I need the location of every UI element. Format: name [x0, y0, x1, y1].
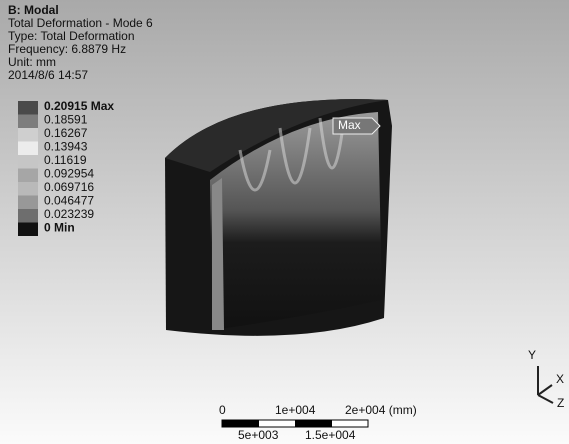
legend-swatch [18, 169, 38, 183]
legend-swatch [18, 142, 38, 156]
triad-label: Z [557, 396, 564, 410]
legend-label: 0.13943 [44, 140, 88, 154]
triad-label: X [556, 372, 564, 386]
header-line: 2014/8/6 14:57 [8, 68, 88, 82]
probe-label: Max [338, 118, 361, 132]
legend-label: 0.16267 [44, 126, 88, 140]
header-line: Type: Total Deformation [8, 29, 135, 43]
legend-label: 0.092954 [44, 167, 94, 181]
legend-label: 0.069716 [44, 180, 94, 194]
scale-label: 2e+004 (mm) [345, 403, 417, 417]
legend-swatch [18, 155, 38, 169]
legend-label: 0.18591 [44, 113, 88, 127]
legend-swatch [18, 223, 38, 237]
probe: Max [333, 118, 380, 134]
scale-label: 0 [219, 403, 226, 417]
cut-edge [212, 178, 224, 330]
legend-swatch [18, 209, 38, 223]
scale-label: 1.5e+004 [305, 428, 356, 442]
viewport: Max B: Modal Total Deformation - Mode 6T… [0, 0, 569, 444]
legend-swatch [18, 128, 38, 142]
legend-label: 0 Min [44, 221, 75, 235]
legend-label: 0.11619 [44, 153, 87, 167]
legend-swatch [18, 115, 38, 129]
header-line: Unit: mm [8, 55, 56, 69]
scale-label: 1e+004 [275, 403, 316, 417]
header-line: Total Deformation - Mode 6 [8, 16, 153, 30]
scale-bar-segment [295, 420, 332, 427]
header-line: Frequency: 6.8879 Hz [8, 42, 126, 56]
header-title: B: Modal [8, 3, 59, 17]
legend-swatch [18, 182, 38, 196]
scale-bar-segment [222, 420, 259, 427]
scale-label: 5e+003 [238, 428, 279, 442]
legend-swatch [18, 101, 38, 115]
legend-label: 0.046477 [44, 194, 94, 208]
legend-swatch [18, 196, 38, 210]
legend-label: 0.20915 Max [44, 99, 114, 113]
legend-label: 0.023239 [44, 207, 94, 221]
model [165, 99, 392, 336]
triad-label: Y [528, 348, 536, 362]
